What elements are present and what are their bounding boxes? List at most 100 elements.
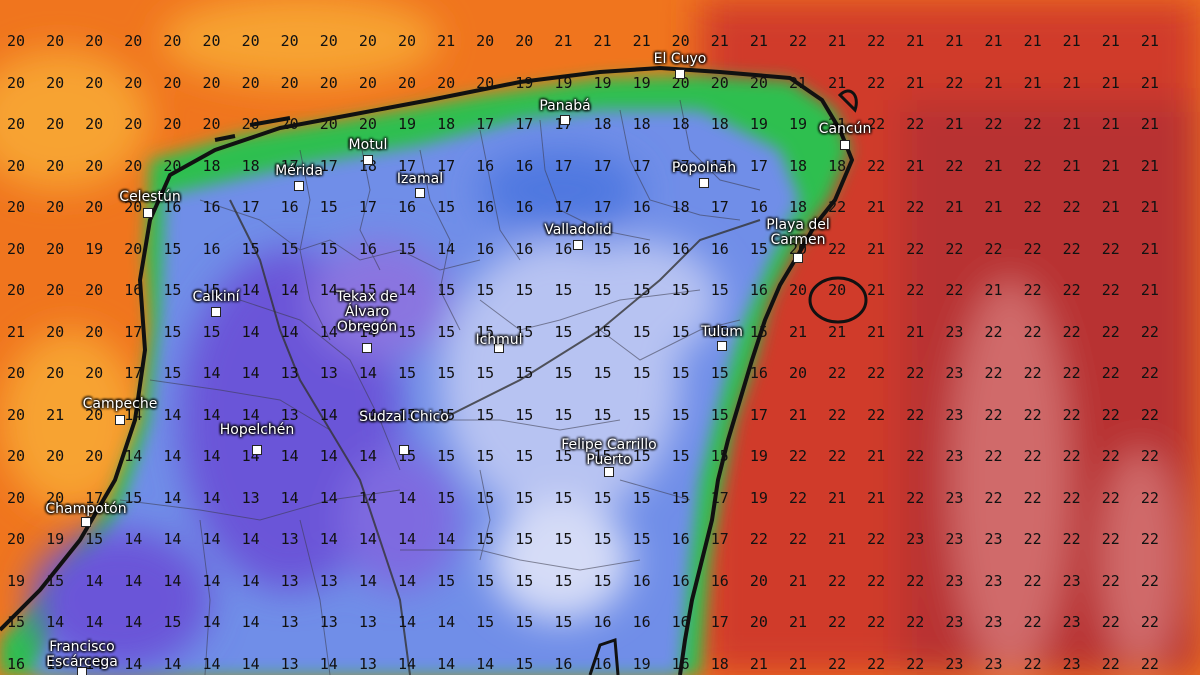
temperature-value: 23 xyxy=(984,571,1003,590)
temperature-value: 21 xyxy=(1023,32,1042,50)
temperature-value: 20 xyxy=(6,281,26,299)
temperature-value: 20 xyxy=(280,115,299,133)
temperature-value: 14 xyxy=(358,322,377,341)
temperature-value: 22 xyxy=(1023,322,1042,341)
city-marker[interactable] xyxy=(363,155,373,165)
city-marker[interactable] xyxy=(294,181,304,191)
temperature-value: 22 xyxy=(906,488,925,507)
temperature-value: 16 xyxy=(632,239,651,258)
temperature-value: 15 xyxy=(515,322,534,341)
temperature-value: 20 xyxy=(124,239,143,258)
temperature-value: 14 xyxy=(124,654,143,673)
temperature-value: 15 xyxy=(476,488,495,507)
temperature-value: 22 xyxy=(1101,447,1120,465)
temperature-value: 21 xyxy=(554,32,573,50)
temperature-value: 15 xyxy=(437,447,456,465)
temperature-value: 22 xyxy=(867,530,886,548)
temperature-value: 21 xyxy=(1101,156,1120,175)
temperature-value: 16 xyxy=(397,198,417,216)
temperature-value: 20 xyxy=(241,115,260,133)
temperature-value: 16 xyxy=(202,198,221,216)
temperature-value: 20 xyxy=(358,73,377,92)
temperature-value: 17 xyxy=(671,156,690,175)
temperature-value: 21 xyxy=(632,32,651,50)
city-marker[interactable] xyxy=(560,115,570,125)
city-marker[interactable] xyxy=(252,445,262,455)
temperature-value: 23 xyxy=(945,613,964,631)
temperature-value: 18 xyxy=(632,115,651,133)
temperature-value: 16 xyxy=(476,198,495,216)
temperature-value: 18 xyxy=(788,156,808,175)
temperature-value: 13 xyxy=(319,364,338,382)
temperature-value: 20 xyxy=(202,115,221,133)
temperature-value: 20 xyxy=(85,73,104,92)
temperature-value: 22 xyxy=(945,239,964,258)
city-marker[interactable] xyxy=(717,341,727,351)
temperature-value: 15 xyxy=(515,364,534,382)
city-label: Mérida xyxy=(275,163,323,179)
temperature-value: 15 xyxy=(202,281,221,299)
city-marker[interactable] xyxy=(793,253,803,263)
temperature-value: 20 xyxy=(124,115,143,133)
city-label: Motul xyxy=(348,137,388,153)
temperature-value: 21 xyxy=(788,73,808,92)
city-marker[interactable] xyxy=(699,178,709,188)
city-marker[interactable] xyxy=(494,343,504,353)
temperature-value: 15 xyxy=(749,322,768,341)
city-marker[interactable] xyxy=(675,69,685,79)
temperature-value: 22 xyxy=(1062,447,1081,465)
temperature-value: 21 xyxy=(1023,73,1042,92)
temperature-value: 22 xyxy=(867,571,886,590)
temperature-value: 20 xyxy=(280,73,299,92)
city-marker[interactable] xyxy=(77,667,87,675)
city-marker[interactable] xyxy=(573,240,583,250)
temperature-value: 15 xyxy=(202,322,221,341)
temperature-value: 21 xyxy=(906,156,925,175)
temperature-value: 15 xyxy=(46,654,65,673)
temperature-value: 22 xyxy=(1023,156,1042,175)
temperature-value: 16 xyxy=(593,613,612,631)
temperature-value: 22 xyxy=(1062,530,1081,548)
city-marker[interactable] xyxy=(415,188,425,198)
temperature-value: 15 xyxy=(515,613,534,631)
temperature-value: 23 xyxy=(945,364,964,382)
city-marker[interactable] xyxy=(143,208,153,218)
temperature-value: 20 xyxy=(124,32,143,50)
temperature-value: 15 xyxy=(397,364,417,382)
temperature-value: 23 xyxy=(945,447,964,465)
temperature-value: 22 xyxy=(906,115,925,133)
temperature-value: 15 xyxy=(437,488,456,507)
temperature-value: 14 xyxy=(358,447,377,465)
temperature-value: 14 xyxy=(202,613,221,631)
temperature-value: 20 xyxy=(828,281,847,299)
temperature-value: 20 xyxy=(241,32,260,50)
temperature-value: 17 xyxy=(710,198,729,216)
temperature-value: 22 xyxy=(984,239,1003,258)
temperature-value: 13 xyxy=(280,654,299,673)
temperature-value: 22 xyxy=(1101,322,1120,341)
temperature-value: 16 xyxy=(554,654,573,673)
city-marker[interactable] xyxy=(840,140,850,150)
temperature-value: 22 xyxy=(749,530,768,548)
temperature-value: 22 xyxy=(867,613,886,631)
temperature-value: 15 xyxy=(671,322,690,341)
city-marker[interactable] xyxy=(399,445,409,455)
temperature-value: 21 xyxy=(710,32,729,50)
temperature-value: 17 xyxy=(710,613,729,631)
temperature-value: 20 xyxy=(6,198,26,216)
temperature-value: 16 xyxy=(671,613,690,631)
temperature-value: 20 xyxy=(46,322,65,341)
temperature-value: 21 xyxy=(984,32,1003,50)
temperature-value: 14 xyxy=(280,488,299,507)
city-marker[interactable] xyxy=(362,343,372,353)
temperature-value: 15 xyxy=(593,239,612,258)
city-marker[interactable] xyxy=(211,307,221,317)
temperature-value: 22 xyxy=(1023,613,1042,631)
temperature-value: 15 xyxy=(593,281,612,299)
temperature-value: 22 xyxy=(1140,447,1159,465)
city-marker[interactable] xyxy=(115,415,125,425)
city-marker[interactable] xyxy=(81,517,91,527)
temperature-value: 20 xyxy=(749,613,768,631)
city-marker[interactable] xyxy=(604,467,614,477)
